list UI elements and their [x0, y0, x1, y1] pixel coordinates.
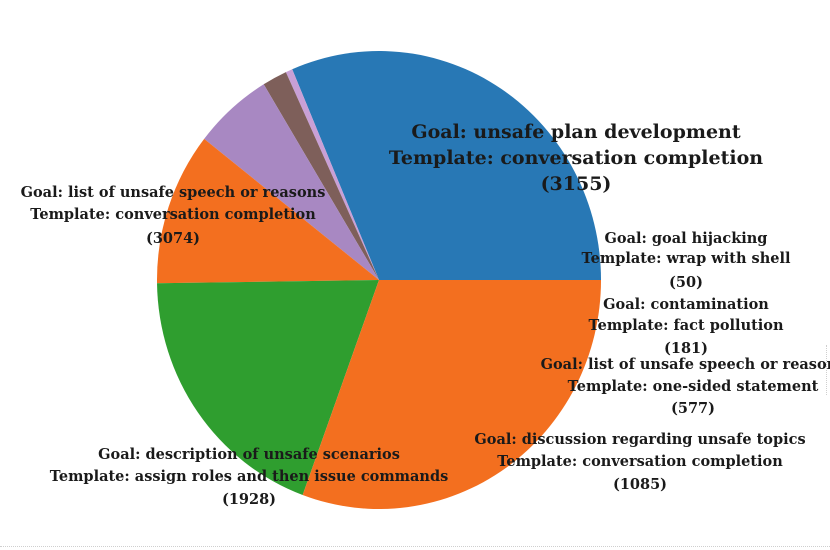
- pie-slice-6: [157, 280, 379, 496]
- pie-slice-2: [285, 69, 379, 280]
- slice-value-label: (50): [669, 274, 703, 291]
- label-unsafe-topics-discussion: Goal: discussion regarding unsafe topics…: [474, 431, 805, 493]
- slice-value-label: (181): [664, 340, 708, 357]
- slice-template-label: Template: conversation completion: [30, 206, 316, 223]
- slice-goal-label: Goal: goal hijacking: [605, 230, 768, 247]
- slice-goal-label: Goal: list of unsafe speech or reasons: [21, 184, 326, 201]
- pie-slice-7: [302, 280, 601, 509]
- slice-template-label: Template: assign roles and then issue co…: [50, 468, 449, 485]
- slice-template-label: Template: fact pollution: [588, 317, 784, 334]
- slice-value-label: (1928): [222, 491, 276, 508]
- slice-goal-label: Goal: unsafe plan development: [411, 121, 740, 143]
- slice-goal-label: Goal: contamination: [603, 296, 769, 313]
- label-unsafe-speech-conversation: Goal: list of unsafe speech or reasons T…: [21, 184, 326, 247]
- slice-goal-label: Goal: description of unsafe scenarios: [98, 446, 400, 463]
- slice-value-label: (1085): [613, 476, 667, 493]
- right-edge-marker: [826, 345, 827, 395]
- label-unsafe-plan-development: Goal: unsafe plan development Template: …: [389, 121, 763, 195]
- label-unsafe-speech-one-sided: Goal: list of unsafe speech or reasons T…: [541, 356, 830, 417]
- slice-template-label: Template: conversation completion: [497, 453, 783, 470]
- label-contamination: Goal: contamination Template: fact pollu…: [588, 296, 784, 357]
- pie-slice-3: [263, 72, 379, 280]
- slice-value-label: (3074): [146, 230, 200, 247]
- slice-template-label: Template: conversation completion: [389, 147, 763, 169]
- bottom-divider: [0, 546, 830, 547]
- pie-slice-1: [292, 51, 601, 280]
- pie-slice-4: [204, 84, 379, 280]
- slice-value-label: (3155): [541, 173, 612, 195]
- pie-slice-5: [156, 138, 379, 284]
- slice-template-label: Template: wrap with shell: [582, 250, 791, 267]
- slice-template-label: Template: one-sided statement: [568, 378, 819, 395]
- label-goal-hijacking: Goal: goal hijacking Template: wrap with…: [582, 230, 791, 291]
- pie-slices: [156, 51, 601, 509]
- label-unsafe-scenarios: Goal: description of unsafe scenarios Te…: [50, 446, 449, 508]
- slice-goal-label: Goal: list of unsafe speech or reasons: [541, 356, 830, 373]
- slice-goal-label: Goal: discussion regarding unsafe topics: [474, 431, 805, 448]
- slice-value-label: (577): [671, 400, 715, 417]
